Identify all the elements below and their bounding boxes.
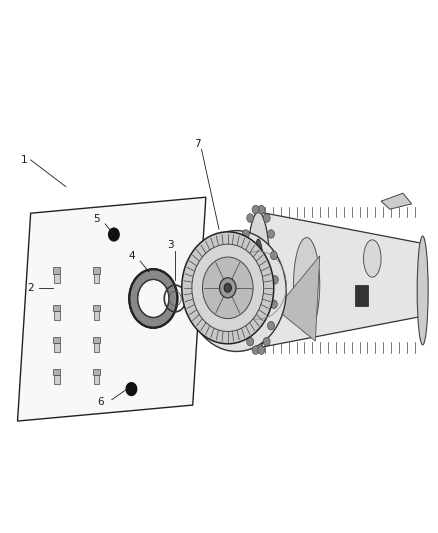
Polygon shape [54, 311, 60, 320]
Polygon shape [53, 336, 60, 343]
Circle shape [258, 346, 265, 354]
Text: 6: 6 [97, 398, 104, 407]
Polygon shape [93, 336, 100, 343]
Circle shape [258, 205, 265, 214]
Polygon shape [276, 256, 320, 341]
Polygon shape [53, 267, 60, 273]
Circle shape [138, 279, 169, 318]
Polygon shape [53, 368, 60, 375]
Polygon shape [93, 311, 99, 320]
Polygon shape [93, 368, 100, 375]
Text: 2: 2 [27, 283, 34, 293]
Circle shape [240, 300, 247, 309]
Circle shape [242, 321, 249, 330]
Circle shape [252, 205, 259, 214]
Circle shape [268, 230, 275, 238]
Circle shape [187, 231, 286, 351]
Ellipse shape [364, 240, 381, 277]
Polygon shape [54, 273, 60, 283]
Circle shape [263, 337, 270, 346]
Text: 7: 7 [194, 139, 201, 149]
Text: 4: 4 [128, 251, 135, 261]
Circle shape [240, 251, 247, 260]
Circle shape [224, 284, 231, 292]
Circle shape [129, 269, 177, 328]
Circle shape [263, 214, 270, 222]
Circle shape [182, 232, 274, 344]
Polygon shape [53, 304, 60, 311]
Ellipse shape [246, 212, 270, 348]
Ellipse shape [293, 238, 320, 333]
Text: 1: 1 [21, 155, 28, 165]
Polygon shape [258, 212, 425, 348]
Circle shape [268, 321, 275, 330]
Circle shape [242, 230, 249, 238]
Circle shape [247, 337, 254, 346]
Ellipse shape [253, 239, 264, 321]
Circle shape [219, 278, 236, 298]
Circle shape [247, 214, 254, 222]
Polygon shape [54, 375, 60, 384]
Circle shape [126, 383, 137, 395]
Circle shape [252, 346, 259, 354]
Circle shape [239, 276, 246, 284]
Circle shape [192, 244, 264, 332]
Polygon shape [93, 304, 100, 311]
Polygon shape [18, 197, 206, 421]
Polygon shape [355, 285, 368, 306]
Text: 3: 3 [167, 240, 174, 250]
Polygon shape [93, 343, 99, 352]
Polygon shape [54, 343, 60, 352]
Text: 5: 5 [93, 214, 100, 223]
Polygon shape [381, 193, 412, 209]
Circle shape [270, 251, 277, 260]
Circle shape [271, 276, 278, 284]
Polygon shape [93, 273, 99, 283]
Polygon shape [93, 375, 99, 384]
Ellipse shape [417, 236, 428, 345]
Circle shape [109, 228, 119, 241]
Circle shape [270, 300, 277, 309]
Circle shape [202, 257, 253, 319]
Polygon shape [93, 267, 100, 273]
